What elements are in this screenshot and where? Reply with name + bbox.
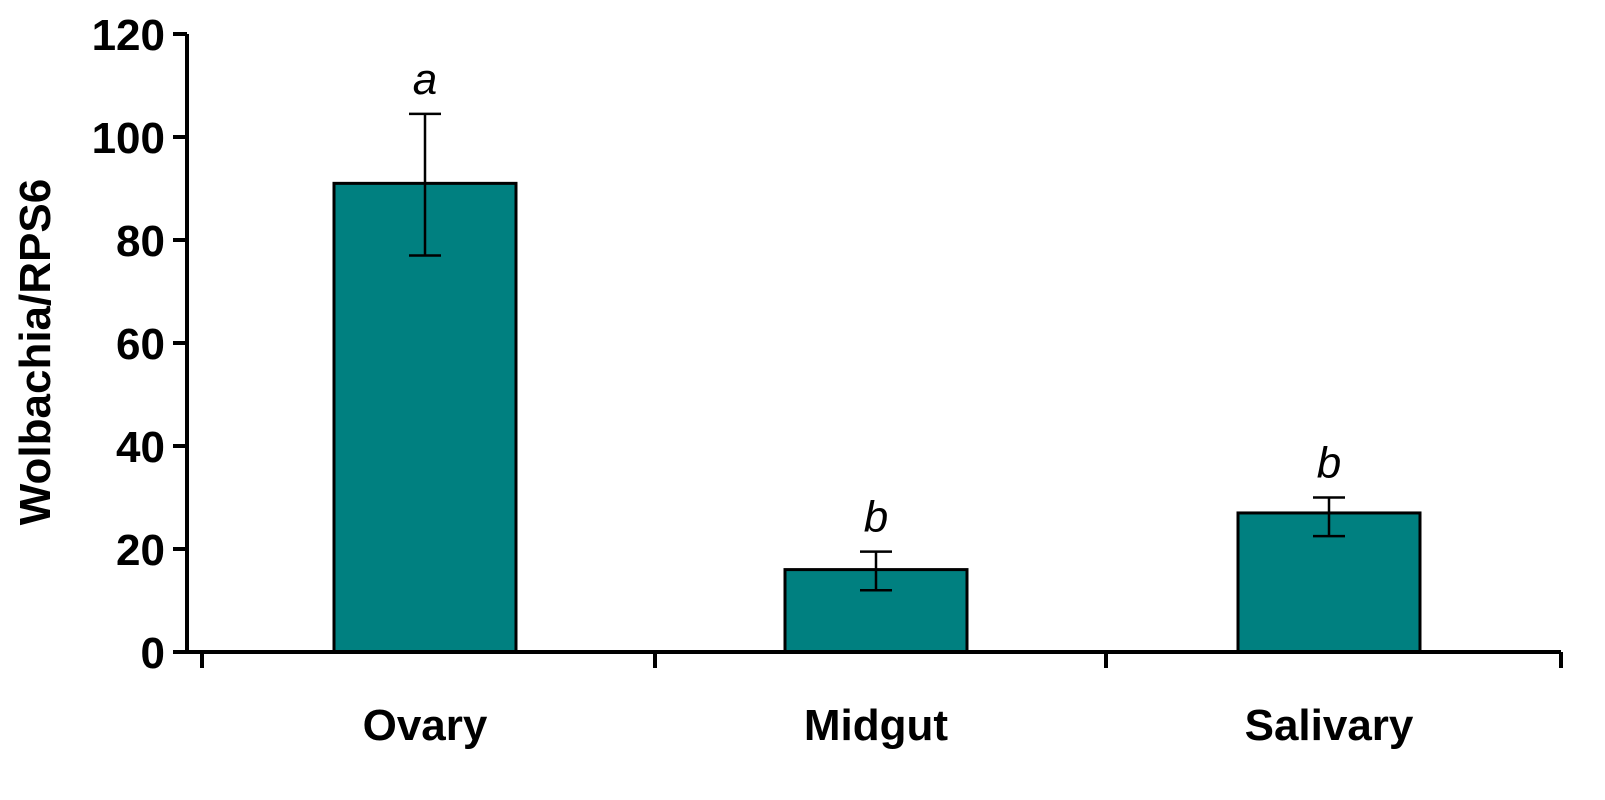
significance-label: b <box>1317 439 1341 488</box>
y-tick-label: 80 <box>116 217 165 266</box>
y-tick-label: 0 <box>141 629 165 678</box>
category-label: Midgut <box>804 701 949 750</box>
category-label: Ovary <box>363 701 488 750</box>
error-bars <box>409 112 1345 592</box>
bar-ovary <box>332 181 518 654</box>
y-tick-label: 100 <box>92 114 165 163</box>
significance-label: a <box>413 55 437 104</box>
y-tick-label: 20 <box>116 526 165 575</box>
y-tick-label: 60 <box>116 320 165 369</box>
y-axis-title: Wolbachia/RPS6 <box>11 179 60 525</box>
y-tick-label: 120 <box>92 11 165 60</box>
category-label: Salivary <box>1245 701 1414 750</box>
y-axis: 0 20 40 60 80 100 120 <box>92 11 189 678</box>
y-tick-label: 40 <box>116 423 165 472</box>
significance-labels: a b b <box>413 55 1341 542</box>
significance-label: b <box>864 493 888 542</box>
x-axis <box>187 650 1563 668</box>
category-labels: Ovary Midgut Salivary <box>363 701 1414 750</box>
